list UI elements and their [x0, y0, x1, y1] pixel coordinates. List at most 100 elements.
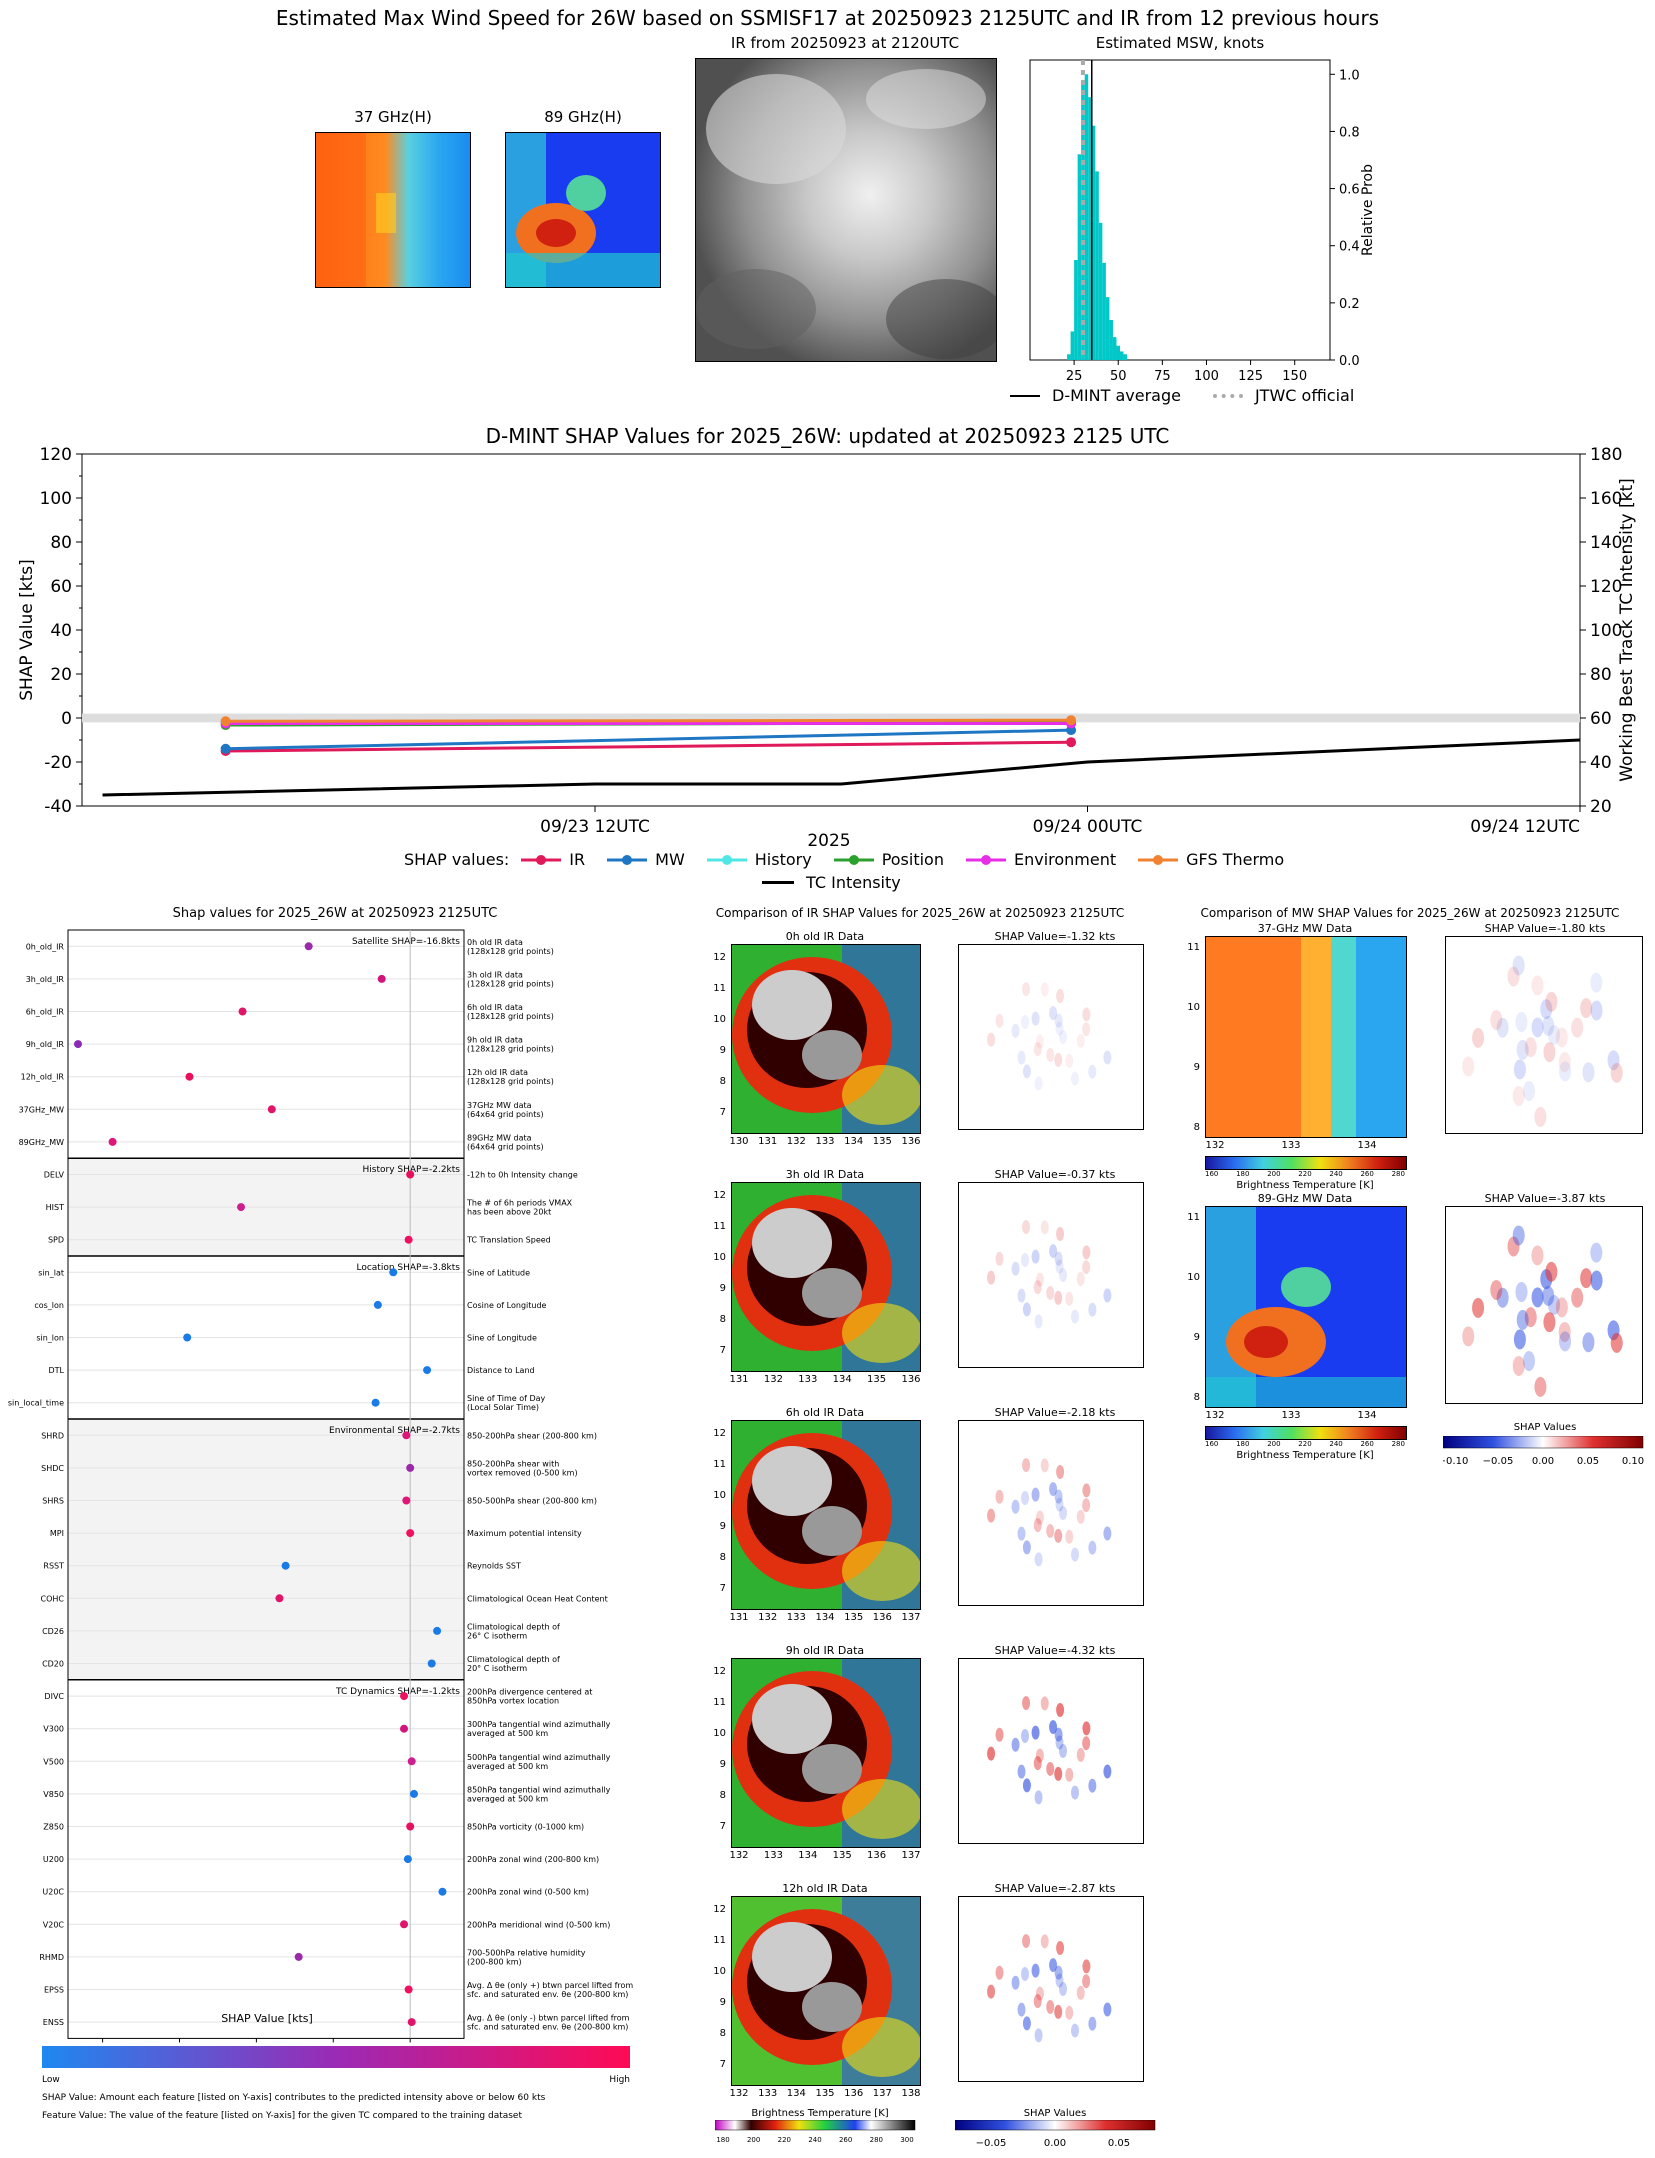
shap-blob — [1034, 1076, 1043, 1091]
shap-blob — [1033, 1518, 1042, 1533]
feature-description: 700-500hPa relative humidity — [467, 1948, 586, 1957]
mw-bt-cbar-tick: 180 — [1236, 1170, 1250, 1178]
shap-blob — [1524, 1037, 1537, 1058]
mw-bt-cbar-tick: 240 — [1329, 1440, 1343, 1448]
mw-shap-title: SHAP Value=-1.80 kts — [1484, 922, 1606, 935]
ir-image — [695, 58, 997, 362]
shap-blob — [1103, 1764, 1112, 1779]
ir-cloud-top — [752, 1922, 832, 1992]
feature-name: SHRS — [42, 1497, 64, 1506]
ir-xtick-label: 137 — [901, 1850, 921, 1861]
shap-blob — [1034, 1790, 1043, 1805]
shap-blob — [1011, 1499, 1020, 1514]
ir-xtick-label: 133 — [815, 1136, 835, 1147]
feature-name: CD26 — [42, 1627, 64, 1636]
legend-label: MW — [655, 850, 685, 869]
shap-blob — [1555, 1027, 1568, 1048]
ir-shap-colorbar: −0.05 0.00 0.05 — [955, 2120, 1156, 2149]
shap-blob — [1054, 1727, 1063, 1742]
mw-xtick-label: 134 — [1357, 1410, 1377, 1421]
mw-img-title: 89-GHz MW Data — [1257, 1192, 1353, 1205]
mw-bt-cbar-tick: 200 — [1267, 1170, 1281, 1178]
tc-intensity-line — [102, 738, 1581, 797]
shap-blob — [1022, 1302, 1031, 1317]
shap-blob — [1548, 1295, 1560, 1315]
ts-ytick-right-label: 100 — [1590, 621, 1622, 641]
feature-dot — [73, 1040, 82, 1049]
msw-legend: D-MINT average JTWC official — [1010, 386, 1354, 405]
shap-blob — [1512, 1085, 1525, 1106]
feature-description: 200hPa divergence centered at — [467, 1688, 592, 1697]
ir-xtick-label: 136 — [901, 1374, 921, 1385]
feature-description: has been above 20kt — [467, 1208, 551, 1217]
shap-blob — [1040, 1220, 1049, 1235]
shap-blob — [1055, 1973, 1064, 1988]
feature-description: Avg. Δ θe (only -) btwn parcel lifted fr… — [467, 2014, 630, 2023]
shap-blob — [1022, 1064, 1031, 1079]
msw-xtick-label: 150 — [1282, 369, 1307, 384]
shap-blob — [1534, 1106, 1547, 1127]
ts-xtick-label: 09/23 12UTC — [540, 817, 650, 837]
feature-description: Reynolds SST — [467, 1562, 521, 1571]
ir-cloud-top — [752, 1446, 832, 1516]
feature-name: DTL — [48, 1366, 64, 1375]
mw-bt-cbar-tick: 200 — [1267, 1440, 1281, 1448]
shap-blob — [1496, 1017, 1509, 1038]
shap-blob — [1021, 1729, 1030, 1743]
shap-blob — [1582, 1332, 1595, 1353]
shap-cbar-tick: 0.05 — [1108, 2138, 1130, 2149]
group-label: TC Dynamics SHAP=-1.2kts — [335, 1687, 460, 1697]
ir-img-title: 12h old IR Data — [782, 1882, 868, 1895]
msw-bar — [1084, 74, 1089, 361]
mw-bt-cbar-tick: 160 — [1205, 1440, 1219, 1448]
ir-data-image — [731, 1658, 921, 1848]
shap-blob — [1462, 1056, 1475, 1077]
shap-blob — [1046, 1523, 1055, 1538]
shap-blob — [1076, 1509, 1085, 1524]
shap-blob — [1056, 1940, 1065, 1955]
shap-blob — [1031, 1963, 1040, 1978]
shap-blob — [1021, 1015, 1030, 1029]
msw-ytick-label: 0.6 — [1339, 183, 1360, 198]
mw-ytick-label: 11 — [1187, 1212, 1200, 1223]
ir-ytick-label: 7 — [719, 1345, 726, 1356]
bt-cbar-tick: 180 — [716, 2136, 729, 2144]
shap-blob — [1558, 1051, 1571, 1072]
ir-xtick-label: 135 — [872, 1136, 892, 1147]
ir-data-image — [731, 1896, 921, 2086]
feature-dot — [402, 1496, 411, 1505]
feature-dot — [267, 1105, 276, 1114]
ir-ytick-label: 11 — [713, 983, 726, 994]
shap-blob — [1088, 2016, 1097, 2031]
ts-ytick-left-label: 80 — [50, 533, 72, 553]
feature-dot — [403, 1855, 412, 1864]
shap-blob — [987, 1984, 996, 1999]
shap-blob — [1021, 1253, 1030, 1267]
feature-dot — [304, 942, 313, 951]
shap-time-frame — [81, 453, 1581, 807]
mw-bt-cbar-tick: 260 — [1360, 1440, 1374, 1448]
shap-blob — [1472, 1297, 1485, 1318]
legend-label: GFS Thermo — [1186, 850, 1285, 869]
ir-xtick-label: 134 — [832, 1374, 852, 1385]
feature-description: 200hPa zonal wind (0-500 km) — [467, 1888, 589, 1897]
mw-warm-region — [1206, 937, 1301, 1137]
mw-shap-colorbar: −0.10 −0.05 0.00 0.05 0.10 — [1443, 1436, 1644, 1467]
feature-name: ENSS — [43, 2018, 64, 2027]
tc-intensity-legend-line — [762, 881, 794, 884]
mw-bt-cbar-tick: 260 — [1360, 1170, 1374, 1178]
legend-item: Position — [833, 850, 944, 869]
bt-cbar-tick: 200 — [747, 2136, 760, 2144]
ir-xtick-label: 134 — [815, 1612, 835, 1623]
legend-item: GFS Thermo — [1138, 850, 1284, 869]
ir-ytick-label: 8 — [719, 1314, 726, 1325]
ts-ytick-right-label: 120 — [1590, 577, 1622, 597]
feature-description: (128x128 grid points) — [467, 947, 554, 956]
shap-blob — [1531, 975, 1544, 996]
ir-shap-title: SHAP Value=-1.32 kts — [994, 930, 1116, 943]
msw-ylabel: Relative Prob — [1360, 164, 1376, 256]
shap-blob — [1496, 1287, 1509, 1308]
ir-shap-cbar-label: SHAP Values — [1023, 2108, 1087, 2119]
feature-value-colorbar — [42, 2046, 630, 2068]
feature-dot — [407, 1757, 416, 1766]
